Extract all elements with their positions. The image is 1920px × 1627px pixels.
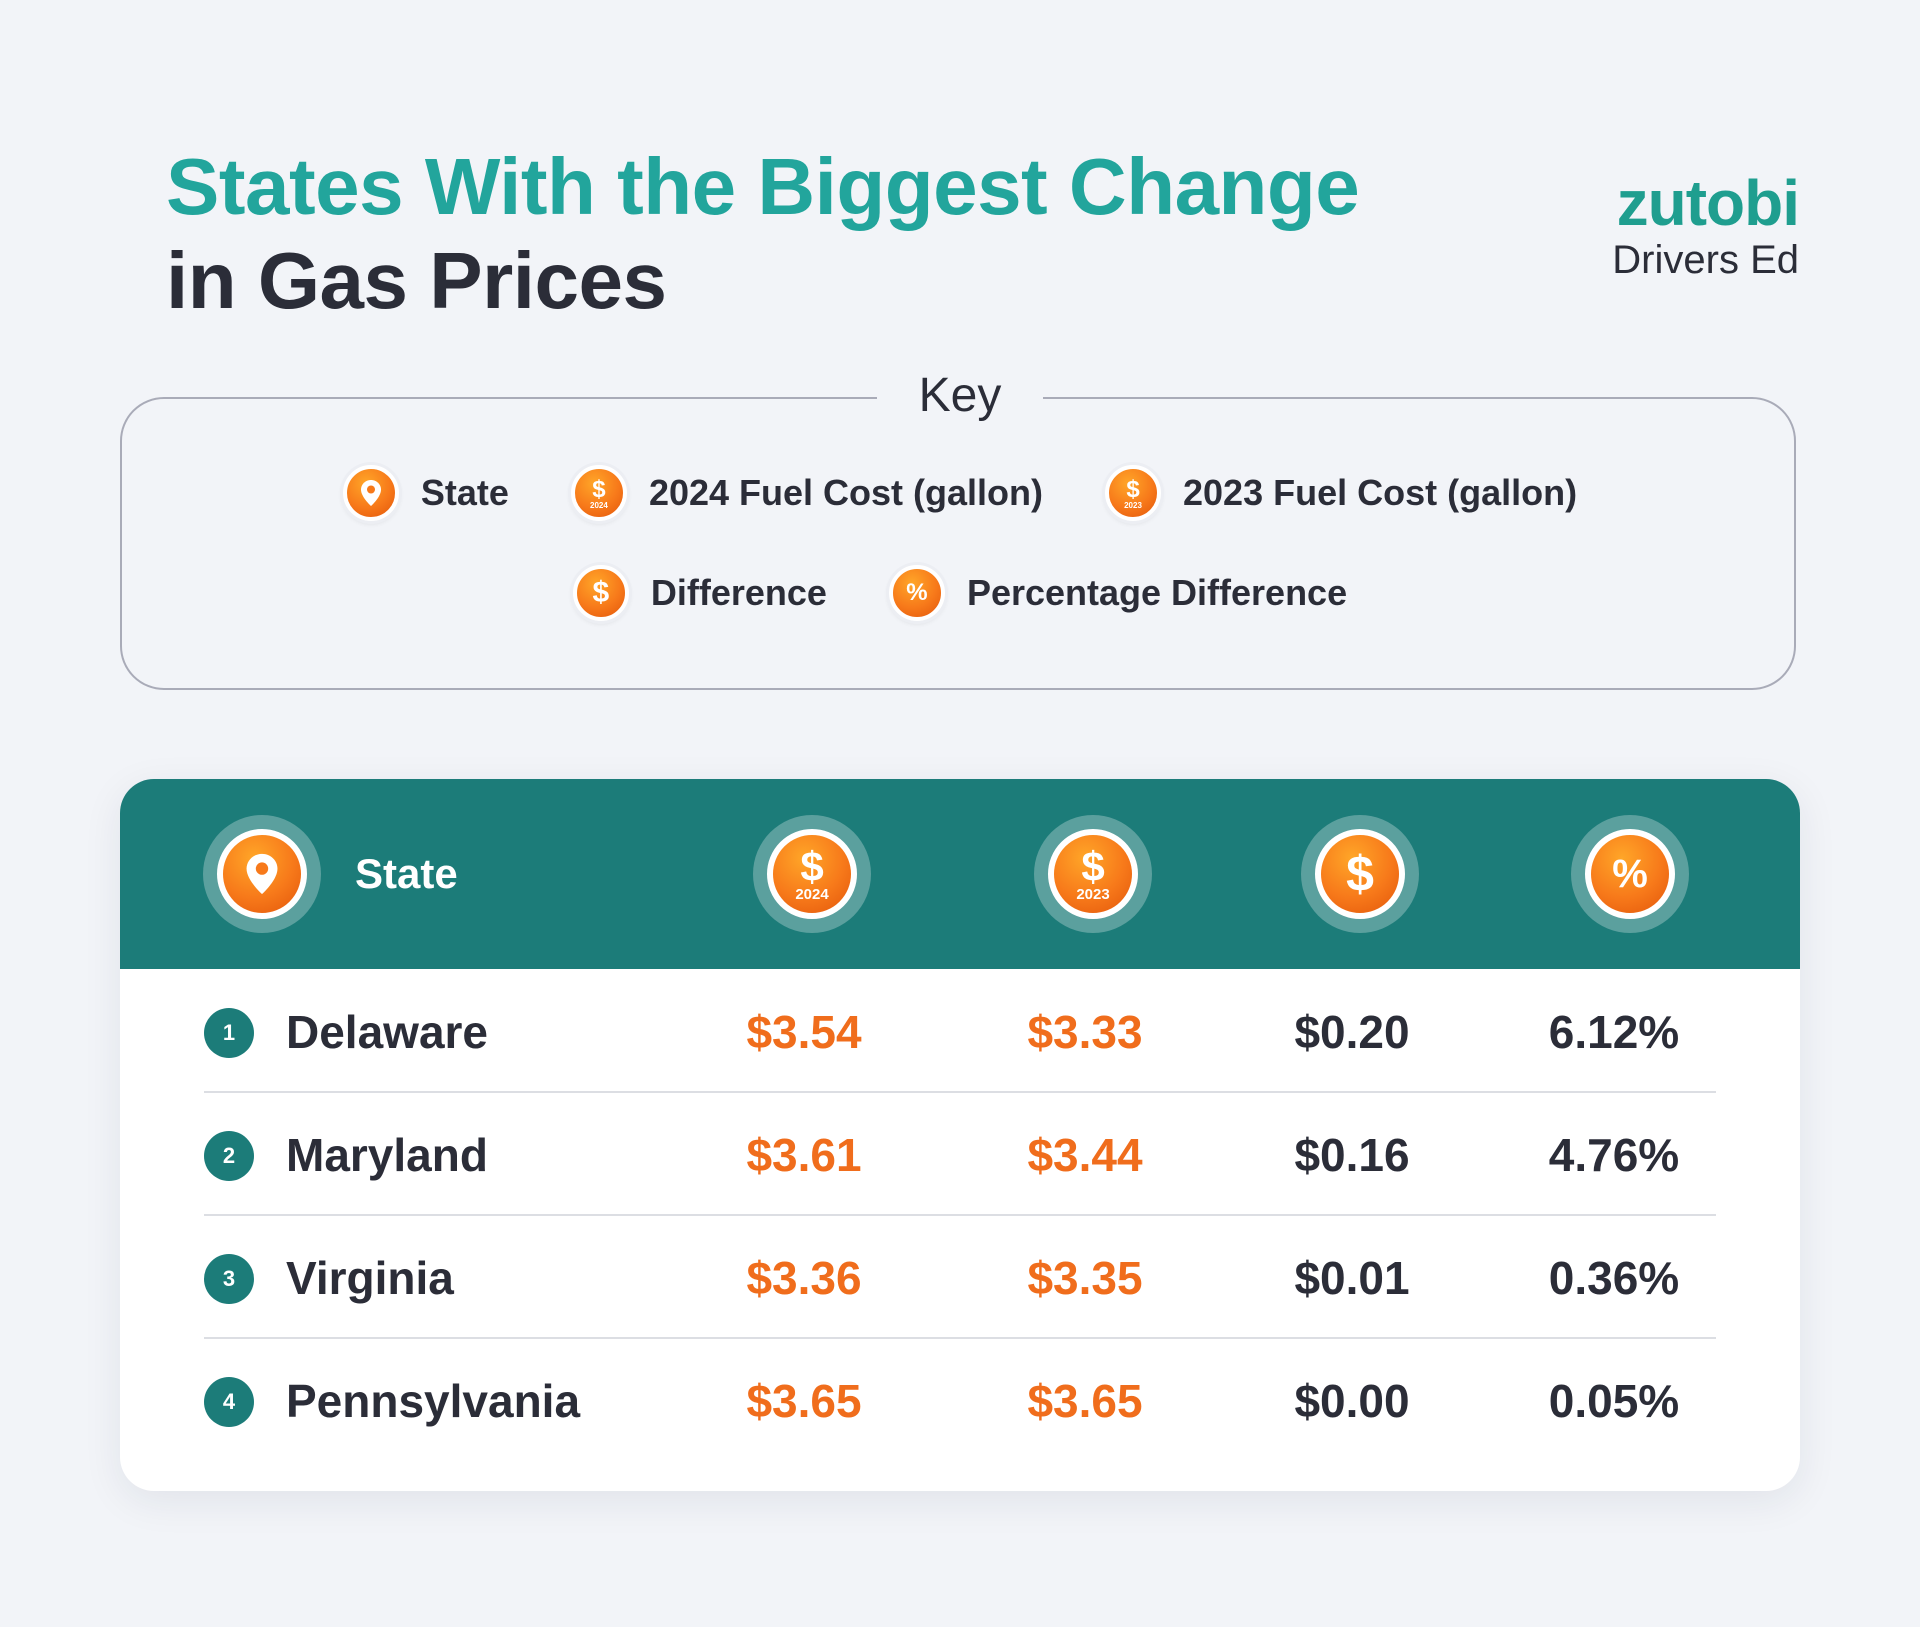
percent-symbol: % [906, 579, 928, 606]
header-year-2023: 2023 [1076, 885, 1110, 903]
title-line-1: States With the Biggest Change [166, 142, 1360, 231]
key-item-difference: $ Difference [572, 565, 827, 621]
rank-badge: 4 [204, 1377, 254, 1427]
gas-price-table: State $ 2024 $ 2023 $ % 1 Delaware $3 [120, 779, 1800, 1491]
header-percent-icon-wrap: % [1571, 815, 1689, 933]
logo-brand: zutobi [1616, 167, 1800, 239]
cost-2023: $3.65 [1027, 1374, 1143, 1427]
key-row-2: $ Difference % Percentage Difference [0, 565, 1920, 621]
cost-2024: $3.36 [746, 1251, 862, 1304]
percentage-difference: 0.36% [1548, 1251, 1680, 1304]
cost-2024: $3.54 [746, 1005, 862, 1058]
rank-badge: 2 [204, 1131, 254, 1181]
header-year-2024: 2024 [795, 885, 829, 903]
cost-2024: $3.65 [746, 1374, 862, 1427]
percent-icon: % [1585, 829, 1675, 919]
dollar-2024-icon: $ 2024 [767, 829, 857, 919]
dollar-symbol: $ [592, 576, 610, 609]
percentage-difference: 6.12% [1548, 1005, 1680, 1058]
key-label-2024: 2024 Fuel Cost (gallon) [648, 472, 1044, 513]
state-name: Virginia [286, 1251, 454, 1304]
dollar-symbol: $ [592, 475, 606, 503]
cost-2023: $3.33 [1027, 1005, 1143, 1058]
logo-subtitle: Drivers Ed [1612, 238, 1799, 282]
dollar-symbol: $ [1081, 842, 1105, 890]
header-difference-icon-wrap: $ [1301, 815, 1419, 933]
zutobi-logo: zutobi Drivers Ed [1612, 167, 1800, 282]
percentage-difference: 0.05% [1548, 1374, 1680, 1427]
location-pin-icon [217, 829, 307, 919]
key-label-state: State [420, 472, 509, 513]
difference: $0.16 [1294, 1128, 1410, 1181]
dollar-2023-icon: $ 2023 [1105, 465, 1162, 521]
table-row: 2 Maryland $3.61 $3.44 $0.16 4.76% [204, 1093, 1716, 1216]
location-pin-icon [342, 465, 399, 521]
dollar-symbol: $ [1126, 475, 1140, 503]
cost-2024: $3.61 [746, 1128, 862, 1181]
dollar-2023-icon: $ 2023 [1048, 829, 1138, 919]
key-item-2023: $ 2023 2023 Fuel Cost (gallon) [1105, 465, 1577, 521]
table-header: State $ 2024 $ 2023 $ % [120, 779, 1800, 969]
dollar-2024-icon: $ 2024 [570, 465, 627, 521]
state-name: Pennsylvania [286, 1374, 581, 1427]
key-row-1: State $ 2024 2024 Fuel Cost (gallon) $ 2… [0, 465, 1920, 521]
percent-icon: % [888, 565, 945, 621]
key-label-difference: Difference [650, 572, 827, 613]
header-state-icon-wrap [203, 815, 321, 933]
rank-badge: 1 [204, 1008, 254, 1058]
percentage-difference: 4.76% [1548, 1128, 1680, 1181]
table-row: 1 Delaware $3.54 $3.33 $0.20 6.12% [204, 970, 1716, 1093]
percent-symbol: % [1612, 852, 1648, 896]
dollar-icon: $ [572, 565, 629, 621]
dollar-symbol: $ [800, 842, 824, 890]
difference: $0.00 [1294, 1374, 1410, 1427]
key-item-state: State [342, 465, 509, 521]
table-row: 4 Pennsylvania $3.65 $3.65 $0.00 0.05% [204, 1339, 1716, 1462]
key-panel [120, 397, 1796, 690]
cost-2023: $3.35 [1027, 1251, 1143, 1304]
state-name: Delaware [286, 1005, 489, 1058]
cost-2023: $3.44 [1027, 1128, 1143, 1181]
key-label-percentage: Percentage Difference [966, 572, 1348, 613]
difference: $0.01 [1294, 1251, 1410, 1304]
header-2024-icon-wrap: $ 2024 [753, 815, 871, 933]
state-name: Maryland [286, 1128, 488, 1181]
difference: $0.20 [1294, 1005, 1410, 1058]
dollar-icon: $ [1315, 829, 1405, 919]
title-line-2: in Gas Prices [166, 236, 667, 325]
dollar-symbol: $ [1346, 846, 1374, 902]
header-state-label: State [355, 850, 458, 897]
icon-year-2023: 2023 [1124, 500, 1142, 510]
rank-badge: 3 [204, 1254, 254, 1304]
page-title: States With the Biggest Change in Gas Pr… [166, 140, 1360, 328]
header-2023-icon-wrap: $ 2023 [1034, 815, 1152, 933]
key-item-percentage: % Percentage Difference [888, 565, 1348, 621]
key-label-2023: 2023 Fuel Cost (gallon) [1183, 472, 1578, 513]
key-item-2024: $ 2024 2024 Fuel Cost (gallon) [570, 465, 1044, 521]
table-row: 3 Virginia $3.36 $3.35 $0.01 0.36% [204, 1216, 1716, 1339]
icon-year-2024: 2024 [590, 500, 608, 510]
